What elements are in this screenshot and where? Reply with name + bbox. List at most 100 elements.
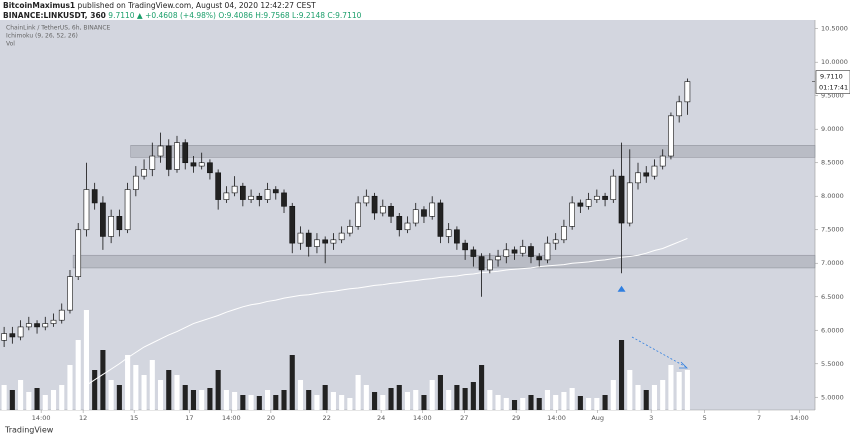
publisher: BitcoinMaximus1 [3,1,76,10]
x-tick-label: 14:00 [32,414,51,422]
volume-bar [627,370,633,410]
volume-bar [454,385,460,410]
candle-body [50,319,57,324]
candle-body [544,242,551,261]
volume-bar [404,392,411,410]
candle-body [404,222,411,231]
candle-body [75,229,82,277]
candle-body [519,246,526,254]
candle-body [141,169,147,177]
candle-body [25,323,32,328]
volume-bar [281,390,287,410]
volume-bar [355,375,361,410]
volume-bar [479,365,485,410]
candle-body [347,226,353,234]
candle-body [635,172,641,184]
countdown: 01:17:41 [819,84,848,92]
candle-body [429,202,436,217]
y-tick-label: 10.5000 [821,25,848,33]
candle-body [379,205,386,214]
candle-body [1,333,7,341]
candle-body [223,192,230,200]
x-tick-label: 20 [267,414,275,422]
volume-bar [437,375,443,410]
candle-body [618,175,625,224]
y-tick-label: 9.5000 [821,92,844,100]
candle-body [9,333,16,338]
y-tick-label: 9.0000 [821,125,844,133]
volume-bar [668,365,674,410]
y-tick-label: 10.0000 [821,58,848,66]
volume-bar [396,385,402,410]
candle-body [83,189,90,231]
candle-body [91,189,98,204]
volume-bar [487,390,493,410]
x-tick-label: 7 [757,414,761,422]
volume-bar [232,392,238,410]
volume-bar [594,398,600,410]
volume-bar [503,398,509,410]
candle-body [248,195,254,200]
candle-body [585,199,592,207]
candle-body [215,172,222,200]
volume-bar [157,380,164,410]
candle-body [503,249,510,257]
candle-body [198,162,205,167]
volume-bar [528,395,534,410]
candle-body [495,256,501,261]
plot-background [0,20,815,410]
volume-bar [149,360,155,410]
candle-body [207,162,213,174]
candle-body [165,145,172,170]
candle-body [396,216,403,231]
volume-bar [67,365,73,410]
candle-body [182,142,189,164]
volume-bar [34,388,40,410]
candle-body [593,195,600,200]
volume-bar [26,392,32,410]
price-zone [130,145,816,158]
volume-bar [660,380,666,410]
candle-body [478,256,485,271]
x-tick-label: 14:00 [547,414,566,422]
volume-bar [92,370,98,410]
candle-body [157,145,164,157]
x-tick-label: Aug [591,414,604,422]
y-tick-label: 5.0000 [821,393,844,401]
indicator-line [86,237,688,386]
volume-bar [133,365,139,410]
candle-body [437,202,444,237]
volume-bar [141,375,147,410]
candle-body [528,246,534,257]
x-tick-label: 22 [323,414,331,422]
trend-arrow-head [679,361,688,369]
volume-bar [339,395,345,410]
volume-bar [297,380,304,410]
volume-bar [166,370,172,410]
x-tick-label: 14:00 [790,414,809,422]
quote-line: BINANCE:LINKUSDT, 360 9.7110 ▲ +0.4608 (… [3,11,361,20]
candle-body [470,249,477,257]
volume-bar [256,396,262,410]
volume-bar [264,390,271,410]
candle-body [149,155,156,170]
volume-bar [223,390,229,410]
volume-bar [676,372,682,410]
volume-bar [330,392,336,410]
x-tick-label: 29 [512,414,520,422]
candle-body [569,202,575,227]
volume-bar [190,390,197,410]
volume-bar [174,375,180,410]
volume-bar [273,395,279,410]
volume-bar [618,340,625,410]
candle-body [281,192,287,207]
candle-body [684,81,691,103]
volume-bar [643,390,649,410]
volume-bar [446,390,452,410]
candle-body [34,323,40,328]
candle-body [668,115,674,157]
candle-body [412,209,419,224]
volume-bar [495,395,501,410]
volume-bar [240,395,246,410]
volume-bar [9,390,15,410]
